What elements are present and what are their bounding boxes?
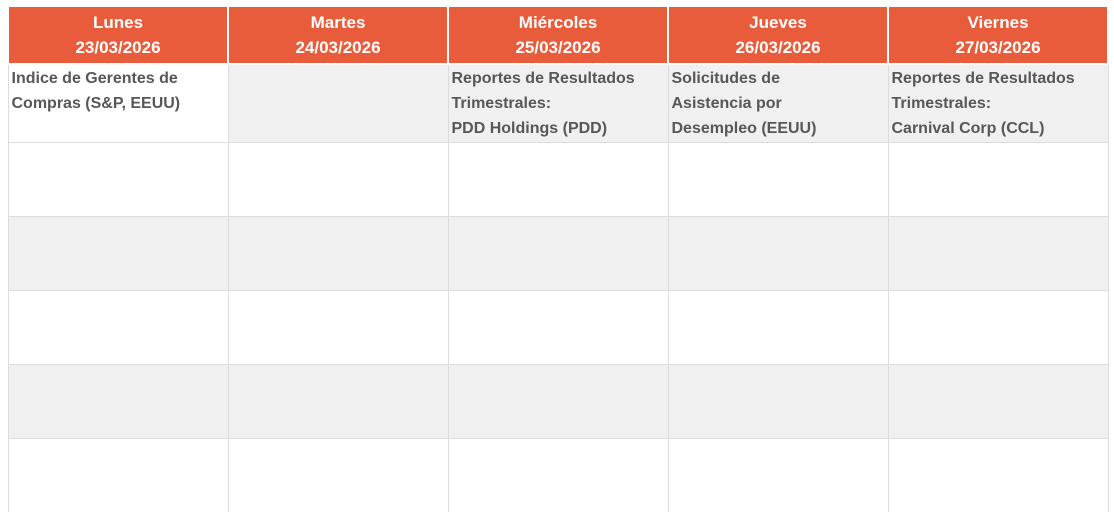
- day-header-viernes: Viernes 27/03/2026: [887, 5, 1109, 65]
- empty-cell: [887, 438, 1109, 512]
- empty-cell: [7, 438, 229, 512]
- empty-cell: [667, 142, 889, 217]
- event-text: Indice de Gerentes de Compras (S&P, EEUU…: [11, 70, 181, 112]
- empty-cell: [227, 290, 449, 365]
- empty-cell: [7, 216, 229, 291]
- empty-row: [7, 290, 1109, 365]
- empty-cell: [447, 142, 669, 217]
- day-header-lunes: Lunes 23/03/2026: [7, 5, 229, 65]
- empty-cell: [887, 142, 1109, 217]
- events-row: Indice de Gerentes de Compras (S&P, EEUU…: [7, 63, 1109, 143]
- weekly-calendar-table: Lunes 23/03/2026 Martes 24/03/2026 Miérc…: [7, 5, 1109, 512]
- event-text: Solicitudes de Asistencia por Desempleo …: [671, 70, 817, 137]
- empty-row: [7, 364, 1109, 439]
- day-date: 23/03/2026: [75, 38, 161, 57]
- empty-cell: [667, 290, 889, 365]
- empty-cell: [667, 364, 889, 439]
- day-name: Lunes: [92, 13, 144, 32]
- day-date: 25/03/2026: [515, 38, 601, 57]
- day-header-miercoles: Miércoles 25/03/2026: [447, 5, 669, 65]
- empty-cell: [447, 290, 669, 365]
- event-cell-jueves: Solicitudes de Asistencia por Desempleo …: [667, 63, 889, 143]
- empty-cell: [887, 216, 1109, 291]
- day-name: Jueves: [749, 13, 807, 32]
- empty-cell: [7, 142, 229, 217]
- day-name: Miércoles: [518, 13, 598, 32]
- day-header-martes: Martes 24/03/2026: [227, 5, 449, 65]
- calendar-header-row: Lunes 23/03/2026 Martes 24/03/2026 Miérc…: [7, 5, 1109, 65]
- empty-row: [7, 142, 1109, 217]
- empty-cell: [887, 290, 1109, 365]
- empty-cell: [7, 364, 229, 439]
- day-header-jueves: Jueves 26/03/2026: [667, 5, 889, 65]
- empty-cell: [227, 438, 449, 512]
- day-date: 24/03/2026: [295, 38, 381, 57]
- empty-cell: [887, 364, 1109, 439]
- empty-cell: [667, 216, 889, 291]
- day-date: 27/03/2026: [955, 38, 1041, 57]
- event-cell-miercoles: Reportes de Resultados Trimestrales: PDD…: [447, 63, 669, 143]
- event-cell-lunes: Indice de Gerentes de Compras (S&P, EEUU…: [7, 63, 229, 143]
- day-date: 26/03/2026: [735, 38, 821, 57]
- empty-cell: [227, 364, 449, 439]
- event-text: Reportes de Resultados Trimestrales: PDD…: [451, 70, 635, 137]
- day-name: Viernes: [967, 13, 1029, 32]
- empty-row: [7, 438, 1109, 512]
- event-cell-martes: [227, 63, 449, 143]
- empty-cell: [227, 216, 449, 291]
- event-cell-viernes: Reportes de Resultados Trimestrales: Car…: [887, 63, 1109, 143]
- empty-cell: [7, 290, 229, 365]
- empty-cell: [447, 364, 669, 439]
- empty-cell: [447, 216, 669, 291]
- empty-cell: [227, 142, 449, 217]
- day-name: Martes: [310, 13, 366, 32]
- empty-row: [7, 216, 1109, 291]
- event-text: Reportes de Resultados Trimestrales: Car…: [891, 70, 1075, 137]
- empty-cell: [667, 438, 889, 512]
- empty-cell: [447, 438, 669, 512]
